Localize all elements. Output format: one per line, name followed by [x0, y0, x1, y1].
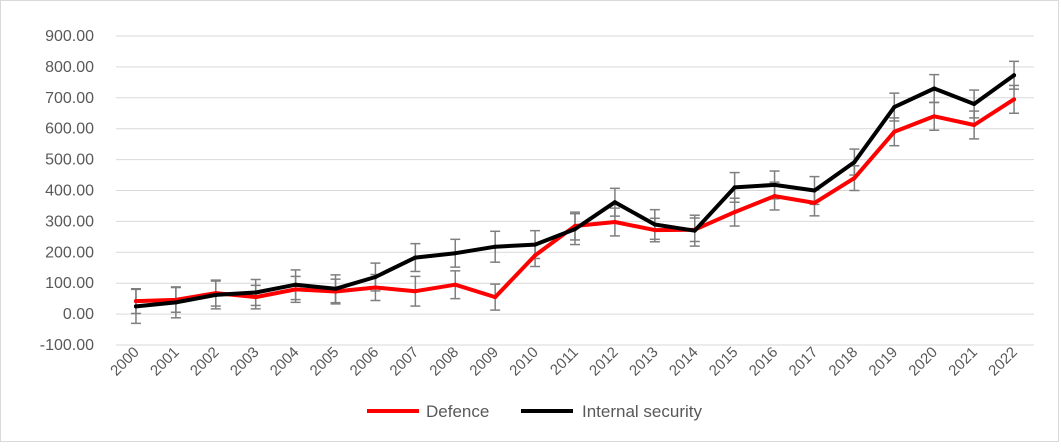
y-tick-label: 300.00: [45, 213, 94, 230]
error-bars: [130, 60, 1020, 325]
y-tick-label: 0.00: [63, 306, 94, 323]
y-axis-ticks: 900.00 800.00 700.00 600.00 500.00 400.00 300.…: [40, 28, 94, 354]
data-point: [133, 304, 138, 309]
x-tick-label: 2004: [267, 344, 303, 380]
data-point: [652, 222, 657, 227]
data-point: [972, 101, 977, 106]
series-line-defence: [134, 97, 1016, 304]
x-tick-label: 2015: [706, 344, 742, 380]
data-point: [732, 185, 737, 190]
y-tick-label: 200.00: [45, 244, 94, 261]
x-tick-label: 2001: [147, 344, 183, 380]
data-point: [413, 255, 418, 260]
data-point: [493, 244, 498, 249]
x-tick-label: 2009: [466, 344, 502, 380]
data-point: [812, 200, 817, 205]
data-point: [692, 228, 697, 233]
data-point: [573, 227, 577, 232]
data-point: [932, 114, 937, 119]
data-point: [413, 289, 418, 294]
gridlines: [116, 35, 1034, 346]
data-point: [852, 176, 857, 181]
y-tick-label: 900.00: [45, 28, 94, 45]
data-point: [293, 282, 298, 287]
data-point: [293, 287, 298, 292]
y-tick-label: 500.00: [45, 152, 94, 169]
x-tick-label: 2021: [945, 344, 981, 380]
data-point: [373, 275, 378, 280]
data-point: [373, 285, 378, 290]
data-point: [133, 299, 138, 304]
x-tick-label: 2006: [347, 344, 383, 380]
data-point: [253, 290, 258, 295]
x-tick-label: 2013: [626, 344, 662, 380]
x-tick-label: 2014: [666, 344, 702, 380]
y-tick-label: 600.00: [45, 121, 94, 138]
x-tick-label: 2016: [746, 344, 782, 380]
data-point: [213, 292, 218, 297]
data-point: [772, 194, 777, 199]
data-point: [453, 282, 458, 287]
y-tick-label: -100.00: [40, 337, 94, 354]
x-tick-label: 2007: [387, 344, 423, 380]
x-tick-label: 2022: [985, 344, 1021, 380]
series-lines: [133, 73, 1017, 309]
y-tick-label: 400.00: [45, 183, 94, 200]
data-point: [253, 295, 258, 300]
x-tick-label: 2012: [586, 344, 622, 380]
x-tick-label: 2002: [187, 344, 223, 380]
data-point: [652, 228, 657, 233]
data-point: [732, 210, 737, 215]
x-tick-label: 2017: [786, 344, 822, 380]
x-tick-label: 2005: [307, 344, 343, 380]
data-point: [173, 300, 178, 305]
data-point: [453, 251, 458, 256]
x-tick-label: 2010: [506, 344, 542, 380]
x-axis-ticks: 2000 2001 2002 2003 2004 2005 2006 2007 2008 2009…: [107, 344, 1021, 380]
data-point: [892, 105, 897, 110]
data-point: [333, 286, 338, 291]
data-point: [1012, 97, 1017, 102]
data-point: [493, 295, 498, 300]
data-point: [533, 242, 538, 247]
data-point: [533, 253, 538, 258]
x-tick-label: 2008: [426, 344, 462, 380]
x-tick-label: 2003: [227, 344, 263, 380]
legend-item: Internal security: [521, 402, 702, 421]
legend-item: Defence: [367, 402, 489, 421]
data-point: [812, 188, 817, 193]
y-tick-label: 800.00: [45, 59, 94, 76]
y-tick-label: 100.00: [45, 275, 94, 292]
y-tick-label: 700.00: [45, 90, 94, 107]
legend-label: Defence: [426, 402, 489, 421]
data-point: [852, 160, 857, 165]
data-point: [892, 129, 897, 134]
x-tick-label: 2000: [107, 344, 143, 380]
data-point: [1012, 73, 1017, 78]
data-point: [972, 122, 977, 127]
legend-label: Internal security: [582, 402, 702, 421]
data-point: [932, 86, 937, 91]
data-point: [772, 182, 777, 187]
x-tick-label: 2011: [547, 344, 582, 379]
data-point: [612, 220, 617, 225]
legend: Defence Internal security: [367, 402, 702, 421]
x-tick-label: 2018: [826, 344, 862, 380]
x-tick-label: 2019: [866, 344, 902, 380]
x-tick-label: 2020: [905, 344, 941, 380]
data-point: [612, 200, 617, 205]
